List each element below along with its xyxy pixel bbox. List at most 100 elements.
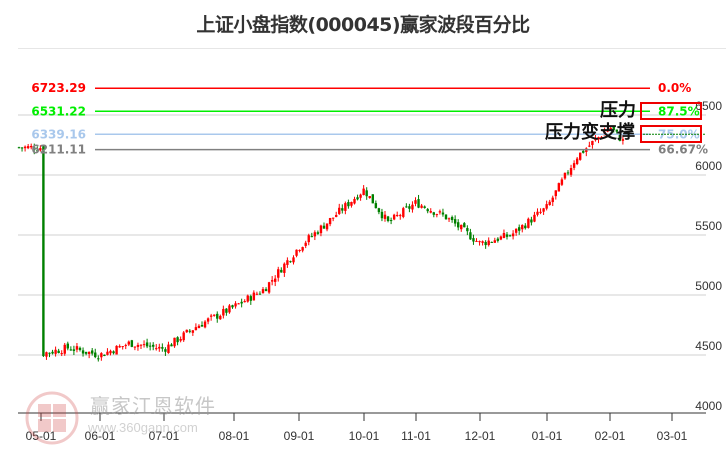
candle-body <box>69 349 73 351</box>
candle-body <box>255 293 259 295</box>
candle-body <box>447 218 451 220</box>
candle-body <box>396 214 399 216</box>
candle-body <box>209 315 213 317</box>
level-price-label: 6211.11 <box>31 143 86 157</box>
candle-body <box>274 278 277 282</box>
candle-body <box>521 225 524 230</box>
candle-body <box>63 344 66 354</box>
candle-body <box>417 199 420 208</box>
candle-body <box>420 205 423 208</box>
x-tick-label: 12-01 <box>465 429 496 443</box>
candle-body <box>39 148 42 151</box>
candle-body <box>216 313 219 319</box>
candle-body <box>277 269 280 278</box>
candle-body <box>347 202 350 207</box>
candle-body <box>78 347 82 350</box>
level-price-label: 6531.22 <box>31 104 86 118</box>
candle-body <box>60 353 63 355</box>
candle-body <box>213 314 216 316</box>
candle-body <box>432 212 435 215</box>
candle-body <box>301 247 304 251</box>
candle-body <box>453 219 457 224</box>
candle-body <box>139 344 143 346</box>
candle-body <box>127 341 130 345</box>
candle-body <box>536 211 539 215</box>
candle-body <box>551 197 554 203</box>
candle-body <box>206 318 210 322</box>
candle-body <box>408 206 411 209</box>
candle-body <box>460 224 463 230</box>
candle-body <box>502 232 506 238</box>
candle-body <box>155 348 158 350</box>
candle-body <box>173 337 176 347</box>
candle-body <box>240 301 243 304</box>
candle-body <box>402 208 405 217</box>
candle-body <box>145 342 149 347</box>
candle-body <box>328 218 332 225</box>
y-tick-label: 6500 <box>695 99 722 113</box>
candle-body <box>548 201 551 205</box>
candle-body <box>234 303 237 307</box>
chart-title: 上证小盘指数(000045)赢家波段百分比 <box>196 14 530 36</box>
candle-body <box>496 238 500 241</box>
candle-body <box>219 315 222 320</box>
candle-body <box>97 358 100 360</box>
candle-body <box>54 349 57 354</box>
candle-body <box>591 140 594 145</box>
pressure-to-support-annotation: 压力变支撑 <box>545 122 635 143</box>
candle-body <box>319 225 323 234</box>
candle-body <box>475 240 478 242</box>
candle-body <box>490 241 493 243</box>
candle-body <box>514 228 518 233</box>
x-tick-label: 08-01 <box>219 429 250 443</box>
candle-body <box>469 232 472 240</box>
y-tick-label: 6000 <box>695 159 722 173</box>
x-tick-label: 09-01 <box>284 429 315 443</box>
candle-body <box>188 330 191 332</box>
y-tick-label: 5500 <box>695 219 722 233</box>
candle-body <box>441 212 445 215</box>
candle-body <box>289 261 292 263</box>
candle-body <box>118 346 121 348</box>
candle-body <box>261 289 265 294</box>
x-tick-label: 06-01 <box>85 429 116 443</box>
pct-box-87-5 <box>640 102 702 120</box>
candle-body <box>142 344 146 346</box>
candle-body <box>609 127 612 130</box>
candle-body <box>438 211 442 213</box>
candle-body <box>426 209 429 212</box>
candle-body <box>423 206 426 208</box>
candle-body <box>176 337 179 343</box>
candle-body <box>344 203 347 211</box>
candle-body <box>618 132 622 141</box>
candle-body <box>228 305 231 313</box>
candle-body <box>405 206 408 208</box>
candle-body <box>487 240 490 246</box>
candle-body <box>286 260 289 265</box>
candle-body <box>508 235 512 237</box>
watermark-brand: 赢家江恩软件 <box>90 394 216 418</box>
candle-body <box>23 146 27 149</box>
candle-body <box>280 269 283 273</box>
level-pct-label: 66.67% <box>658 143 708 157</box>
level-price-label: 6339.16 <box>31 127 86 141</box>
candle-body <box>203 321 207 328</box>
candle-body <box>249 296 252 301</box>
candle-body <box>124 345 127 347</box>
x-tick-label: 03-01 <box>657 429 688 443</box>
candle-body <box>389 220 393 222</box>
candle-body <box>518 227 521 231</box>
candle-body <box>353 198 356 204</box>
candle-body <box>42 146 45 357</box>
level-pct-label: 87.5% <box>658 104 700 118</box>
candle-body <box>133 346 137 348</box>
pct-box-75 <box>640 125 702 143</box>
candle-body <box>365 190 368 197</box>
candle-body <box>103 354 106 357</box>
candle-body <box>380 211 384 219</box>
candle-body <box>341 208 344 211</box>
candle-body <box>66 343 69 349</box>
candle-body <box>182 332 185 341</box>
candle-body <box>231 305 234 308</box>
